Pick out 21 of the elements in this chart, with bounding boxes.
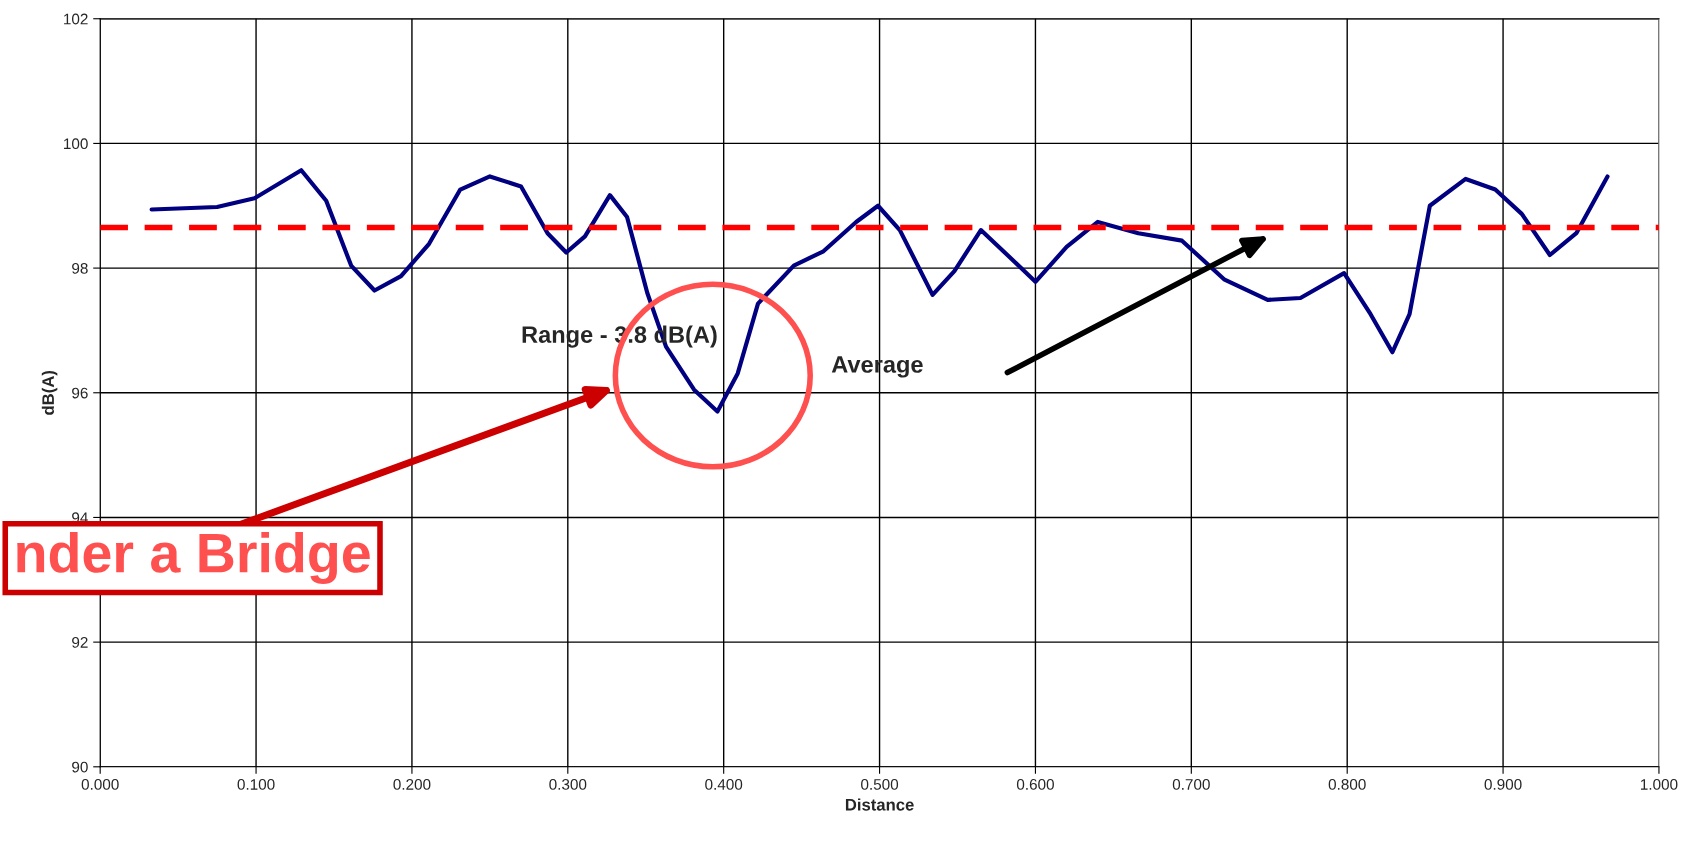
x-tick-label: 0.700 (1172, 779, 1210, 790)
annotation: nder a Bridge (17, 532, 370, 585)
y-tick-label: 90 (72, 761, 88, 773)
y-tick-label: 92 (72, 636, 88, 648)
x-tick-label: 0.100 (237, 779, 275, 790)
x-tick-label: 0.600 (1016, 779, 1054, 790)
x-tick-label: 1.000 (1641, 779, 1678, 790)
y-tick-label: 100 (64, 138, 88, 150)
x-tick-label: 0.900 (1484, 779, 1522, 790)
x-tick-label: 0.800 (1328, 779, 1366, 790)
y-tick-label: 96 (72, 387, 88, 399)
x-tick-label: 0.400 (705, 779, 743, 790)
x-tick-label: 0.500 (861, 779, 899, 790)
y-tick-label: 102 (64, 13, 88, 25)
y-axis-title: dB(A) (41, 370, 58, 415)
x-tick-label: 0.000 (81, 779, 119, 790)
line-series (149, 168, 1610, 414)
x-axis-title: Distance (845, 798, 914, 811)
x-tick-label: 0.200 (393, 779, 431, 790)
y-tick-label: 98 (72, 262, 88, 274)
x-tick-label: 0.300 (549, 779, 587, 790)
